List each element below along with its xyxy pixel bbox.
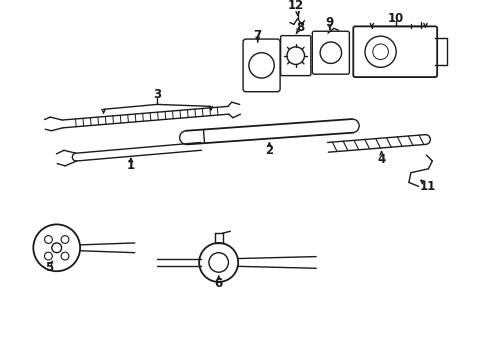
Text: 12: 12 xyxy=(288,0,304,12)
Text: 5: 5 xyxy=(45,261,53,274)
Text: 11: 11 xyxy=(419,180,436,193)
Text: 9: 9 xyxy=(326,16,334,29)
Text: 4: 4 xyxy=(377,153,386,166)
Text: 6: 6 xyxy=(215,278,223,291)
Text: 10: 10 xyxy=(388,12,404,25)
Text: 2: 2 xyxy=(265,144,273,157)
Text: 7: 7 xyxy=(254,29,262,42)
Text: 8: 8 xyxy=(296,21,305,34)
Text: 1: 1 xyxy=(127,159,135,172)
Text: 3: 3 xyxy=(153,88,161,101)
